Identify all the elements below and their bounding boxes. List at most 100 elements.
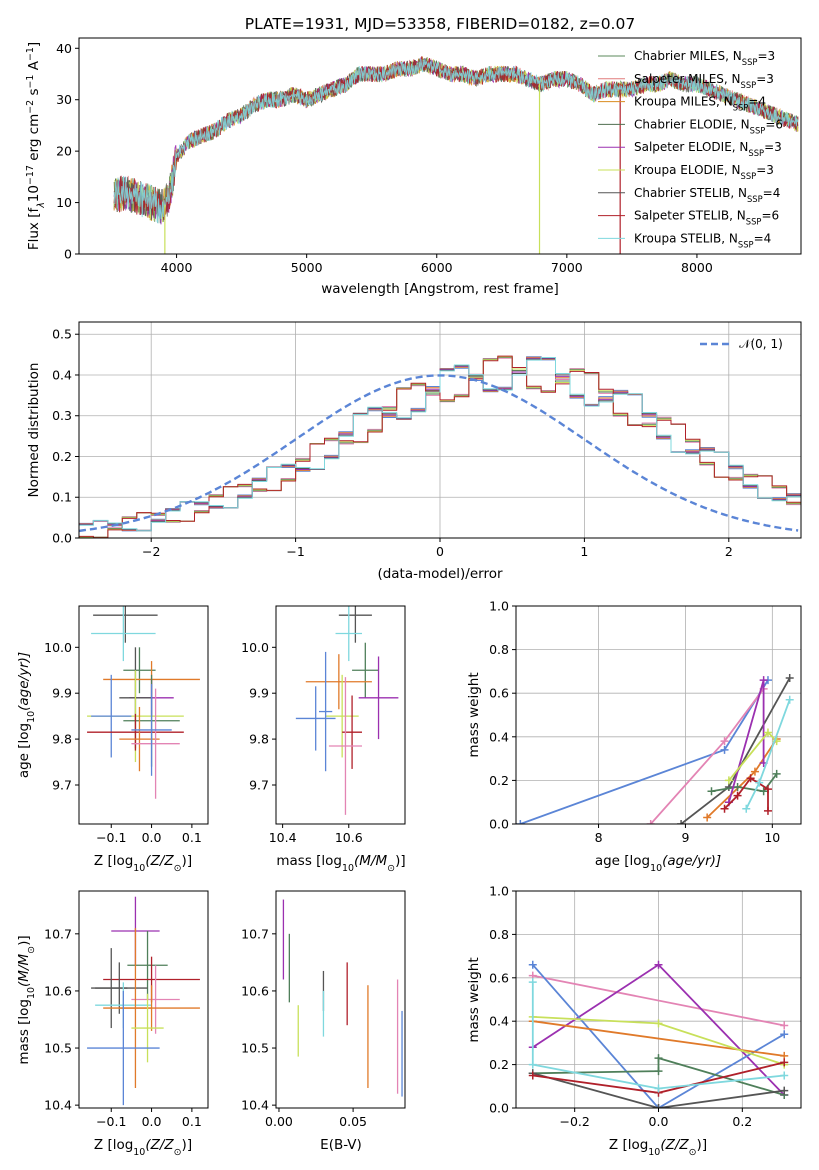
x-tick-label: −1 — [286, 544, 304, 559]
x-tick-label: 5000 — [291, 260, 323, 275]
legend-label-part: SSP — [742, 57, 758, 67]
legend-label-part: Salpeter STELIB, — [634, 209, 737, 223]
series-marker — [763, 806, 772, 815]
y-tick-label: 0.6 — [489, 686, 509, 701]
x-axis-label-part: Z [log — [94, 1137, 133, 1153]
series-marker — [750, 767, 759, 776]
legend-label-part: =6 — [761, 209, 779, 223]
x-axis-label-part: ⊙ — [689, 1147, 697, 1158]
axes-frame — [78, 605, 209, 825]
legend-label-part: N — [738, 186, 747, 200]
age-vs-mass-panel: 10.4 10.6 9.7 9.8 9.9 10.0 mass [log10(M/M⊙)] — [241, 605, 406, 874]
series-marker — [677, 820, 686, 824]
legend-label-part: SSP — [747, 194, 763, 204]
series-marker — [759, 676, 768, 685]
y-tick-label: 0.2 — [52, 449, 72, 464]
legend-label-part: N — [737, 209, 746, 223]
y-tick-label: 0.0 — [489, 1101, 509, 1116]
histogram-step — [79, 357, 801, 538]
legend-label: Chabrier ELODIE, NSSP=6 — [634, 117, 783, 135]
residual-histogram-panel: −2 −1 0 1 2 0.0 0.1 0.2 0.3 0.4 0.5 𝒩(0, 1) (data-mo… — [26, 321, 802, 582]
x-axis-label-part: ⊙ — [174, 863, 182, 874]
x-axis-label: age [log10(age/yr)] — [595, 853, 721, 874]
y-axis-label-part: −1 — [25, 75, 36, 89]
series-marker — [720, 804, 729, 813]
y-tick-label: 0.2 — [489, 1057, 509, 1072]
legend-label-part: N — [729, 231, 738, 245]
legend-label-part: N — [741, 117, 750, 131]
y-tick-label: 1.0 — [489, 884, 509, 899]
series-marker — [733, 782, 742, 791]
series-marker — [654, 1067, 663, 1076]
legend-label-part: SSP — [748, 148, 764, 158]
series-marker — [720, 745, 729, 754]
axes-frame — [515, 890, 802, 1109]
legend-label-part: N — [732, 72, 741, 86]
series-marker — [742, 804, 751, 813]
legend-label: Kroupa ELODIE, NSSP=3 — [634, 163, 774, 181]
x-tick-label: 0.00 — [265, 1114, 293, 1129]
histogram-step — [79, 355, 801, 538]
figure-title: PLATE=1931, MJD=53358, FIBERID=0182, z=0… — [245, 15, 635, 33]
y-tick-label: 0.8 — [489, 927, 509, 942]
plot-area — [282, 899, 403, 1097]
x-tick-label: 0.05 — [339, 1114, 367, 1129]
y-tick-label: 1.0 — [489, 599, 509, 614]
series-marker — [780, 1030, 789, 1039]
x-axis-label: Z [log10(Z/Z⊙)] — [609, 1137, 707, 1158]
legend-label-part: SSP — [733, 103, 749, 113]
x-axis-label-part: (Z/Z — [145, 1137, 174, 1153]
series-marker — [780, 1071, 789, 1080]
y-tick-label: 0.2 — [489, 773, 509, 788]
x-axis-label: Z [log10(Z/Z⊙)] — [94, 853, 192, 874]
x-axis-label-part: 10 — [133, 1147, 145, 1158]
y-axis-label-part: ⊙ — [26, 946, 37, 954]
x-tick-label: −0.1 — [96, 830, 126, 845]
legend-label-part: Kroupa ELODIE, — [634, 163, 732, 177]
x-axis-label-part: 10 — [648, 1147, 660, 1158]
series-marker — [755, 778, 764, 787]
series-marker — [772, 769, 781, 778]
x-axis-label-part: 10 — [342, 863, 354, 874]
x-tick-label: 9 — [681, 830, 689, 845]
x-axis-label-part: )] — [697, 1137, 708, 1153]
legend-label-part: SSP — [750, 125, 766, 135]
x-tick-label: 0.0 — [142, 830, 162, 845]
x-axis-label-part: (age/yr)] — [662, 853, 721, 869]
legend-label: Salpeter ELODIE, NSSP=3 — [634, 140, 782, 158]
y-tick-label: 10.6 — [44, 983, 72, 998]
x-tick-label: 8 — [595, 830, 603, 845]
y-axis-label-part: s — [26, 88, 42, 99]
x-tick-label: 0.0 — [142, 1114, 162, 1129]
series-marker — [528, 1071, 537, 1080]
y-tick-label: 0.5 — [52, 327, 72, 342]
y-tick-label: 10.7 — [241, 926, 269, 941]
y-axis-label-part: (M/M — [16, 954, 32, 987]
y-axis-label-part: 10 — [26, 711, 37, 723]
legend-label-part: Chabrier MILES, — [634, 49, 733, 63]
y-tick-label: 10.4 — [44, 1098, 72, 1113]
series-line — [532, 974, 785, 1027]
legend-label-part: Kroupa MILES, — [634, 95, 724, 109]
spectrum-line — [113, 58, 799, 225]
y-tick-label: 0.0 — [489, 817, 509, 832]
y-axis-label: mass weight — [466, 672, 482, 757]
legend-label-part: N — [739, 140, 748, 154]
legend-label-part: N — [724, 95, 733, 109]
series-marker — [785, 695, 794, 704]
series-marker — [654, 1084, 663, 1093]
x-tick-label: 1 — [580, 544, 588, 559]
y-tick-label: 9.9 — [249, 686, 269, 701]
y-axis-label-part: −17 — [25, 165, 36, 185]
y-tick-label: 0.6 — [489, 970, 509, 985]
series-marker — [646, 820, 655, 824]
y-tick-label: 10.7 — [44, 926, 72, 941]
y-tick-label: 10 — [56, 195, 72, 210]
series-marker — [785, 673, 794, 682]
mass-vs-metallicity-panel: −0.1 0.0 0.110.410.510.610.7Z [log10(Z/Z⊙)… — [16, 890, 209, 1158]
y-tick-label: 10.0 — [44, 640, 72, 655]
age-vs-metallicity-panel: −0.1 0.0 0.19.79.89.910.0Z [log10(Z/Z⊙)]ag… — [16, 605, 209, 874]
legend-label: Chabrier STELIB, NSSP=4 — [634, 186, 780, 204]
legend-label-part: SSP — [741, 80, 757, 90]
x-tick-label: 2 — [725, 544, 733, 559]
